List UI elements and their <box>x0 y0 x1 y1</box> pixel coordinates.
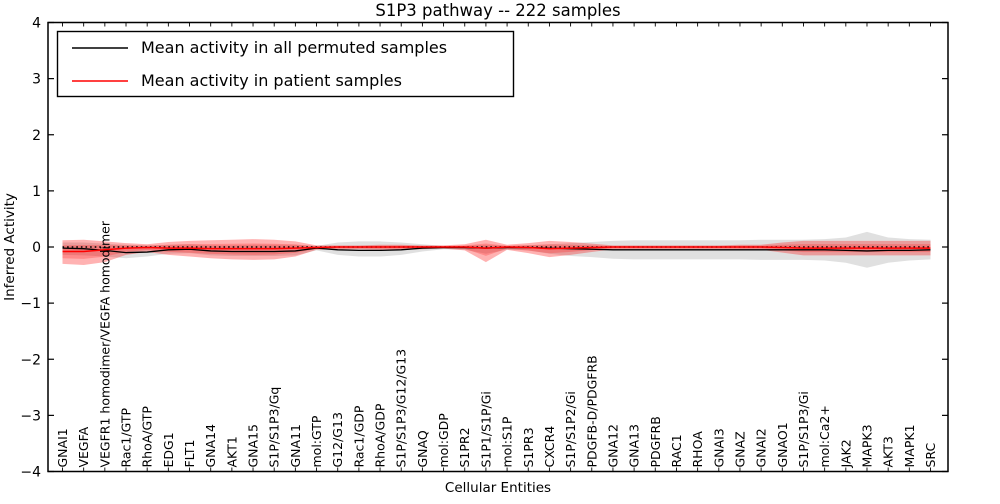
lines-layer <box>62 246 931 254</box>
x-tick-label: AKT1 <box>224 436 239 467</box>
y-tick-label: 0 <box>32 240 41 256</box>
x-tick-label: JAK2 <box>838 439 853 468</box>
x-tick-label: RHOA <box>690 431 705 468</box>
x-tick-label: GNAZ <box>732 431 747 467</box>
y-tick-label: 3 <box>32 72 41 88</box>
legend: Mean activity in all permuted samples Me… <box>56 30 515 98</box>
y-tick-label: 4 <box>32 16 41 32</box>
x-tick-label: MAPK3 <box>859 424 874 467</box>
x-tick-label: PDGFB-D/PDGFRB <box>584 355 599 467</box>
x-tick-label: PDGFRB <box>648 416 663 467</box>
y-axis-label: Inferred Activity <box>2 193 18 301</box>
x-tick-label: mol:GDP <box>436 413 451 468</box>
patient-mean-line <box>62 246 931 253</box>
x-tick-label: CXCR4 <box>542 426 557 468</box>
x-tick-label: S1P/S1P2/Gi <box>563 391 578 467</box>
x-tick-label: Rac1/GDP <box>351 405 366 467</box>
x-tick-label: VEGFR1 homodimer/VEGFA homodimer <box>97 220 112 467</box>
x-tick-label: mol:S1P <box>500 416 515 467</box>
x-tick-label: VEGFA <box>76 426 91 467</box>
y-tick-label: −1 <box>20 296 41 312</box>
x-tick-label: GNA15 <box>246 424 261 468</box>
x-tick-label: SRC <box>923 443 938 468</box>
plot-frame <box>47 21 949 473</box>
x-tick-label: MAPK1 <box>902 424 917 467</box>
x-tick-label: GNAI3 <box>711 428 726 467</box>
x-tick-label: Rac1/GTP <box>119 408 134 468</box>
x-tick-label: RAC1 <box>669 434 684 467</box>
x-tick-label: FLT1 <box>182 439 197 467</box>
y-tick-label: −2 <box>20 352 41 368</box>
legend-label-patient: Mean activity in patient samples <box>141 71 402 90</box>
x-tick-label: RhoA/GTP <box>140 406 155 468</box>
x-tick-label: GNA14 <box>203 424 218 468</box>
x-tick-label: GNAO1 <box>775 422 790 467</box>
permuted-band <box>62 231 931 268</box>
x-tick-label: mol:GTP <box>309 415 324 467</box>
x-tick-label: EDG1 <box>161 432 176 467</box>
x-tick-label: G12/G13 <box>330 412 345 467</box>
y-tick-label: −4 <box>20 465 41 481</box>
y-tick-label: 1 <box>32 184 41 200</box>
x-tick-label: S1P/S1P3/Gq <box>267 387 282 468</box>
x-tick-label: S1P/S1P3/G12/G13 <box>394 349 409 468</box>
x-tick-label: GNA12 <box>605 424 620 468</box>
x-tick-label: S1P/S1P3/Gi <box>796 391 811 467</box>
x-tick-label: GNAQ <box>415 430 430 467</box>
patient-band <box>62 239 931 265</box>
x-tick-label: RhoA/GDP <box>373 403 388 467</box>
x-tick-label: GNAI1 <box>55 428 70 467</box>
x-tick-label: S1PR3 <box>521 427 536 467</box>
y-tick-label: −3 <box>20 408 41 424</box>
x-tick-label: mol:Ca2+ <box>817 405 832 467</box>
x-tick-label: S1P1/S1P/Gi <box>478 391 493 467</box>
x-axis-label: Cellular Entities <box>445 480 551 496</box>
x-tick-label: GNAI2 <box>754 428 769 467</box>
legend-box <box>56 30 515 98</box>
x-tick-label: GNA11 <box>288 424 303 468</box>
chart-title: S1P3 pathway -- 222 samples <box>375 1 620 20</box>
x-tick-label: AKT3 <box>881 436 896 467</box>
legend-label-permuted: Mean activity in all permuted samples <box>141 38 447 57</box>
y-tick-label: 2 <box>32 128 41 144</box>
x-tick-label: S1PR2 <box>457 427 472 467</box>
x-tick-label: GNA13 <box>627 424 642 468</box>
tick-labels-layer: −4 −3 −2 −1 0 1 2 3 4 GNAI1 VEGFA VEGFR1 homodimer/… <box>20 16 938 481</box>
